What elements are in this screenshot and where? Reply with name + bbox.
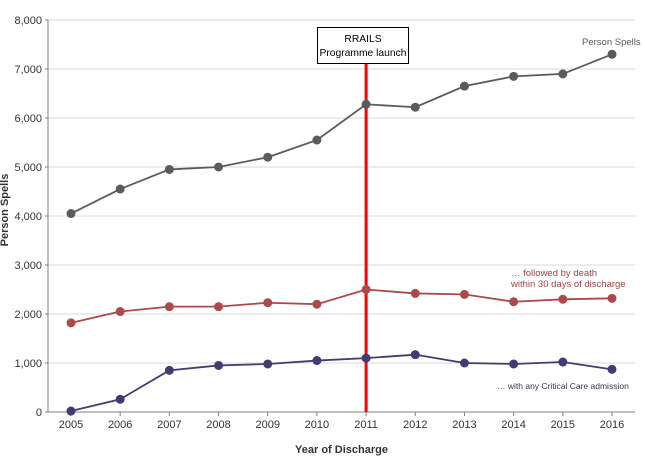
svg-text:0: 0	[36, 407, 42, 419]
svg-text:2006: 2006	[108, 419, 132, 431]
svg-text:2,000: 2,000	[14, 309, 42, 321]
svg-text:3,000: 3,000	[14, 260, 42, 272]
svg-text:2013: 2013	[452, 419, 476, 431]
svg-text:8,000: 8,000	[14, 15, 42, 27]
svg-text:2016: 2016	[600, 419, 624, 431]
svg-text:2007: 2007	[157, 419, 181, 431]
svg-text:6,000: 6,000	[14, 113, 42, 125]
svg-text:2008: 2008	[206, 419, 230, 431]
svg-text:2011: 2011	[354, 419, 378, 431]
svg-text:2014: 2014	[501, 419, 525, 431]
svg-text:4,000: 4,000	[14, 211, 42, 223]
svg-text:1,000: 1,000	[14, 358, 42, 370]
svg-text:7,000: 7,000	[14, 64, 42, 76]
svg-text:2012: 2012	[403, 419, 427, 431]
svg-text:2009: 2009	[255, 419, 279, 431]
svg-text:2005: 2005	[59, 419, 83, 431]
svg-text:2015: 2015	[551, 419, 575, 431]
svg-text:5,000: 5,000	[14, 162, 42, 174]
svg-text:2010: 2010	[305, 419, 329, 431]
